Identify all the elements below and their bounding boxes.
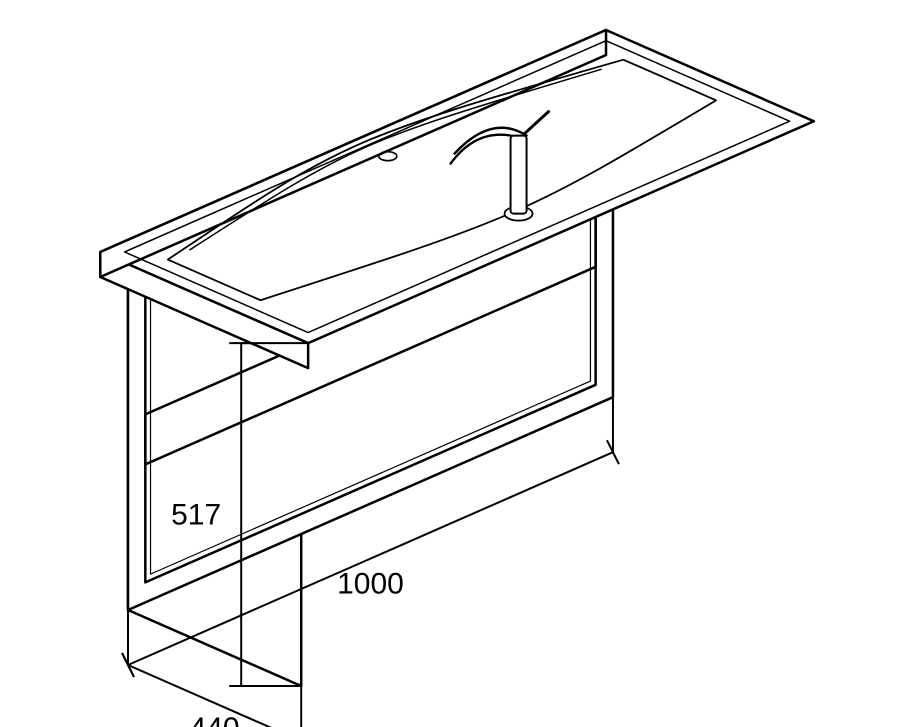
dimension-depth: 440 [190,712,240,727]
dimension-height: 517 [171,499,221,532]
technical-drawing: 517 440 1000 [0,0,921,727]
dimension-width: 1000 [337,568,404,601]
